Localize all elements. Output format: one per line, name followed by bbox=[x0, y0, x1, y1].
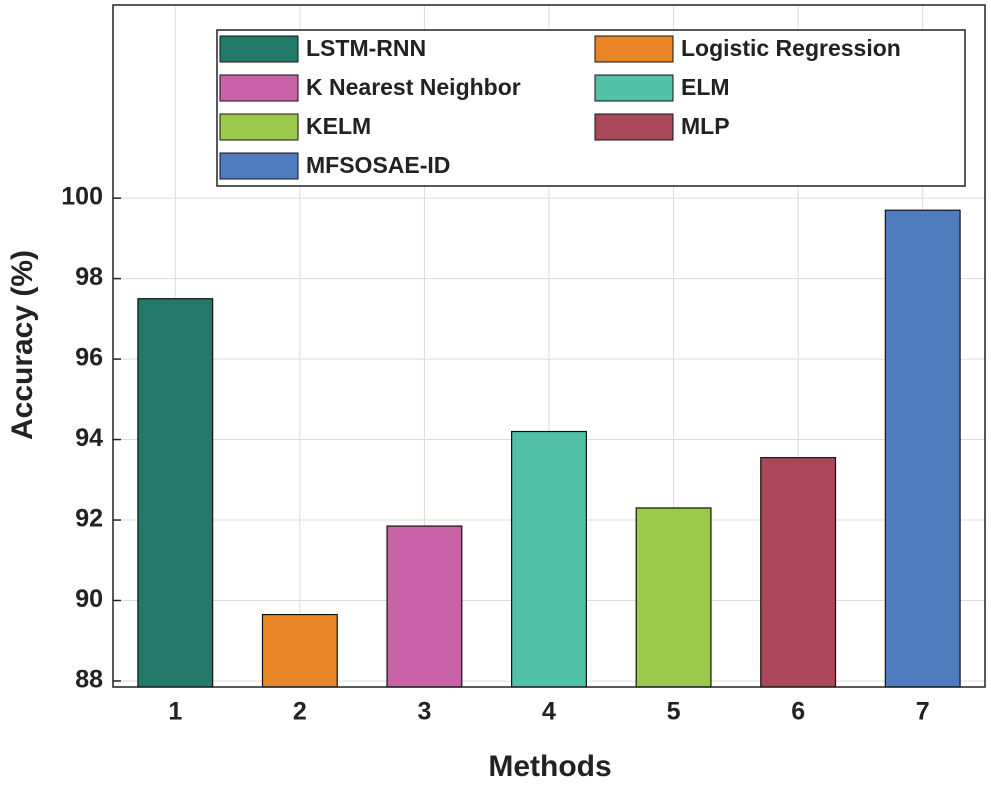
bar bbox=[511, 430, 587, 688]
legend-swatch bbox=[219, 74, 299, 102]
legend-label: LSTM-RNN bbox=[306, 35, 426, 61]
legend-swatch bbox=[219, 113, 299, 141]
plot-frame bbox=[112, 4, 986, 688]
x-tick-label: 2 bbox=[293, 698, 307, 726]
y-tick-label: 100 bbox=[61, 183, 103, 211]
bar bbox=[635, 507, 712, 688]
legend-label: ELM bbox=[681, 74, 730, 100]
y-tick-label: 98 bbox=[75, 263, 103, 291]
bar bbox=[884, 209, 961, 688]
legend-swatch bbox=[219, 35, 299, 63]
y-tick-label: 94 bbox=[75, 424, 103, 452]
y-tick-label: 92 bbox=[75, 505, 103, 533]
bar bbox=[261, 613, 338, 688]
legend-label: MLP bbox=[681, 113, 730, 139]
legend-label: KELM bbox=[306, 113, 371, 139]
bar bbox=[137, 298, 214, 688]
bar bbox=[386, 525, 463, 688]
legend-label: MFSOSAE-ID bbox=[306, 152, 450, 178]
x-tick-label: 1 bbox=[168, 698, 182, 726]
legend-label: Logistic Regression bbox=[681, 35, 901, 61]
legend-swatch bbox=[594, 35, 674, 63]
y-axis-label: Accuracy (%) bbox=[6, 250, 39, 440]
legend-box bbox=[216, 29, 966, 187]
y-tick-label: 96 bbox=[75, 344, 103, 372]
y-tick-label: 88 bbox=[75, 666, 103, 694]
bar bbox=[760, 457, 837, 688]
y-tick-label: 90 bbox=[75, 585, 103, 613]
x-tick-label: 3 bbox=[417, 698, 431, 726]
legend-label: K Nearest Neighbor bbox=[306, 74, 521, 100]
legend-swatch bbox=[594, 74, 674, 102]
x-axis-label: Methods bbox=[488, 750, 611, 783]
legend-swatch bbox=[594, 113, 674, 141]
x-tick-label: 5 bbox=[667, 698, 681, 726]
x-tick-label: 7 bbox=[916, 698, 930, 726]
legend-swatch bbox=[219, 152, 299, 180]
x-tick-label: 4 bbox=[542, 698, 556, 726]
x-tick-label: 6 bbox=[791, 698, 805, 726]
